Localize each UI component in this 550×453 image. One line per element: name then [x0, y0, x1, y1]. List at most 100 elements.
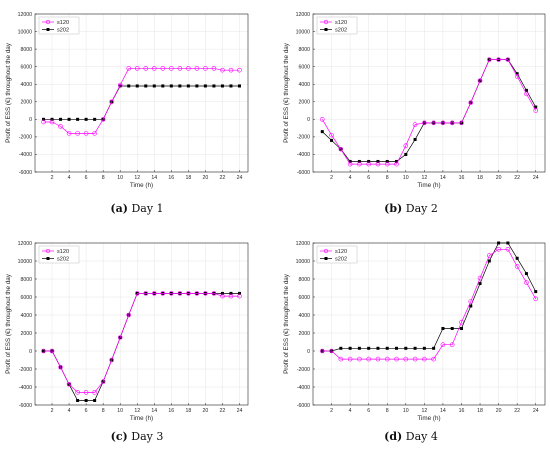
chart-1-xtick-6: 14: [151, 175, 157, 181]
chart-2-s202-point-6: [367, 159, 371, 163]
chart-4-ytick-3: 0: [307, 349, 310, 355]
chart-2-axes-frame: [312, 13, 546, 173]
chart-1-legend-label-s202: s202: [57, 28, 69, 34]
chart-3-ytick-2: -2000: [19, 367, 32, 373]
chart-3-legend-label-s120: s120: [57, 249, 69, 255]
chart-3-s120-point-20: [203, 291, 208, 296]
chart-2-s120-point-1: [319, 117, 325, 122]
chart-3-s202-point-7: [93, 399, 97, 402]
chart-3-ytick-3: 0: [29, 349, 32, 355]
chart-3-s120-point-16: [169, 291, 174, 296]
chart-3-s120-point-8: [100, 379, 106, 384]
chart-4-xtick-5: 12: [421, 408, 427, 414]
chart-4-ytick-9: 12000: [296, 241, 311, 247]
chart-4-s202-point-9: [395, 346, 399, 350]
chart-4-s120-point-5: [357, 356, 362, 362]
chart-2-s120-point-4: [347, 161, 353, 167]
chart-4-s120-point-21: [505, 247, 511, 252]
chart-2-s120-point-6: [366, 161, 371, 167]
chart-1-ytick-9: 12000: [18, 12, 33, 18]
chart-2-series-s120-line: [321, 59, 537, 165]
chart-3-s120-point-22: [220, 293, 225, 299]
chart-3-s120-point-7: [92, 390, 97, 395]
chart-1-ytick-3: 0: [29, 117, 32, 123]
chart-2-s120-point-11: [412, 122, 418, 127]
chart-4-s202-point-20: [497, 241, 501, 245]
chart-2-plot-area: [313, 14, 545, 172]
chart-4-s202-point-6: [367, 346, 371, 350]
chart-4-s202-point-13: [432, 346, 436, 350]
chart-1-plot-area: [35, 14, 248, 172]
chart-4-xtick-0: 2: [330, 408, 333, 414]
chart-3-xtick-9: 20: [203, 408, 209, 414]
chart-4-s120-point-1: [319, 348, 325, 354]
chart-2-s202-point-24: [534, 105, 538, 109]
chart-2-s120-point-2: [329, 132, 334, 138]
chart-4-xtick-8: 18: [477, 408, 483, 414]
chart-2-s120-point-12: [422, 120, 427, 126]
chart-1-s120-point-16: [169, 66, 174, 71]
chart-4-s202-point-19: [487, 259, 491, 263]
chart-4-s120-point-24: [533, 296, 539, 302]
chart-4-s202-point-24: [534, 290, 538, 294]
chart-3-ytick-8: 10000: [18, 259, 33, 265]
chart-2-legend: s120 s202: [316, 16, 358, 35]
chart-4-legend-label-s120: s120: [335, 249, 347, 255]
chart-1-s120-point-13: [143, 66, 149, 71]
chart-2-ytick-3: 0: [307, 117, 310, 123]
chart-4-s120-point-2: [329, 348, 334, 354]
chart-2-xtick-0: 2: [330, 175, 333, 181]
chart-2-legend-label-s202: s202: [335, 28, 347, 34]
chart-3-ytick-6: 6000: [20, 295, 32, 301]
chart-3-plot-area: [35, 243, 248, 405]
chart-2-ytick-7: 8000: [298, 47, 310, 53]
chart-1-ytick-6: 6000: [20, 64, 32, 70]
chart-3-xlabel: Time (h): [130, 415, 153, 422]
chart-2-s120-point-9: [394, 161, 399, 167]
chart-4-s202-point-22: [515, 256, 519, 260]
chart-1-ytick-1: -4000: [19, 152, 32, 158]
panel-b: 2 4 6 8 10 12 14 16 18 20 22 24-6000-4000-200002000…: [283, 12, 546, 189]
chart-2-s120-point-14: [440, 120, 446, 126]
chart-2-s120-point-7: [375, 161, 381, 167]
chart-3-xtick-7: 16: [168, 408, 174, 414]
chart-2-s120-point-15: [449, 120, 455, 126]
chart-2-s120-point-21: [505, 57, 511, 62]
chart-1-s202-point-14: [152, 84, 156, 88]
chart-1-legend: s120 s202: [38, 16, 80, 35]
chart-1-xtick-10: 22: [220, 175, 226, 181]
chart-2-s120-point-3: [338, 146, 344, 152]
chart-4-s120-point-9: [394, 356, 399, 362]
chart-2-xtick-4: 10: [403, 175, 409, 181]
chart-1-s120-point-10: [117, 82, 123, 88]
chart-2-ytick-6: 6000: [298, 64, 310, 70]
chart-2-s202-point-1: [320, 130, 324, 134]
chart-1-axes-frame: [34, 13, 249, 173]
chart-4-ylabel: Profit of ESS (€) throughout the day: [283, 273, 290, 374]
chart-3-s120-point-14: [151, 291, 157, 296]
chart-3-xtick-3: 8: [102, 408, 105, 414]
chart-2-s120-point-23: [524, 91, 529, 97]
chart-4-s120-point-8: [384, 356, 390, 362]
chart-1-xtick-7: 16: [168, 175, 174, 181]
chart-4-s120-point-6: [366, 356, 371, 362]
chart-1-s202-point-17: [178, 84, 182, 88]
chart-3-s120-point-21: [211, 291, 217, 296]
chart-4-xtick-1: 4: [349, 408, 352, 414]
chart-1-xtick-4: 10: [117, 175, 123, 181]
chart-2-ytick-1: -4000: [297, 152, 310, 158]
panel-d: 2 4 6 8 10 12 14 16 18 20 22 24-6000-4000-200002000…: [283, 241, 546, 422]
chart-2-s202-point-4: [348, 159, 352, 163]
chart-3-legend-label-s202: s202: [57, 257, 69, 263]
chart-4-s202-point-7: [376, 346, 380, 350]
chart-1-legend-label-s120: s120: [57, 20, 69, 26]
chart-4-s202-point-3: [339, 346, 343, 350]
chart-3-s202-point-23: [229, 291, 233, 295]
chart-3-xtick-6: 14: [151, 408, 157, 414]
chart-2-ytick-5: 4000: [298, 82, 310, 88]
chart-1-s120-point-4: [66, 131, 72, 136]
chart-3-ytick-5: 4000: [20, 313, 32, 319]
chart-4-s120-point-22: [514, 264, 520, 269]
chart-4-legend-marker-s120: [323, 248, 329, 254]
chart-4-ytick-7: 8000: [298, 277, 310, 283]
